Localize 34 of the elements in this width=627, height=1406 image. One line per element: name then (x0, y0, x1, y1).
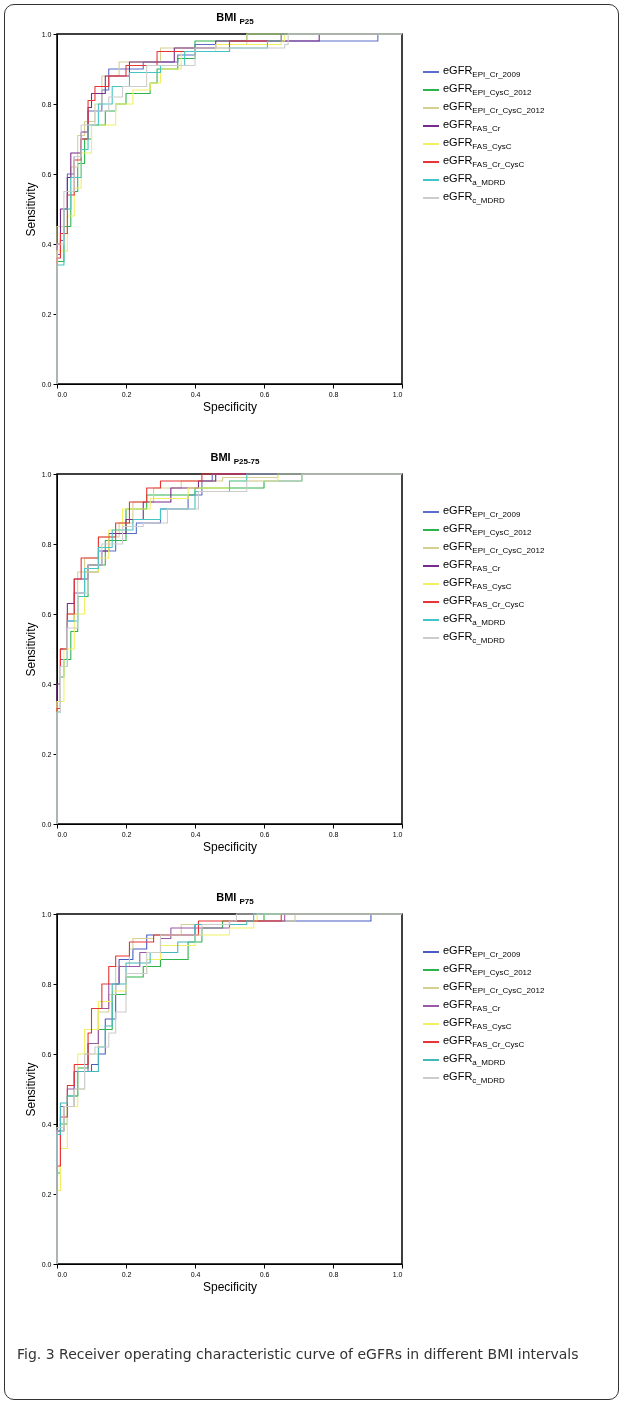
y-axis-title: Sensitivity (23, 182, 38, 237)
legend-label: eGFR$_{EPI_Cr_CysC_2012}$ (443, 100, 545, 116)
legend-label: eGFR$_{FAS_CysC}$ (443, 576, 512, 592)
y-axis-title: Sensitivity (23, 622, 38, 677)
legend-label: eGFR$_{a_MDRD}$ (443, 172, 506, 188)
y-axis-title: Sensitivity (23, 1062, 38, 1117)
legend-label: eGFR$_{FAS_Cr_CysC}$ (443, 594, 525, 610)
x-axis-title: Specificity (202, 839, 258, 854)
legend-label: eGFR$_{c_MDRD}$ (443, 1070, 505, 1086)
chart-title: BMI $_{P75}$ (215, 891, 255, 907)
legend-label: eGFR$_{EPI_Cr_2009}$ (443, 944, 521, 960)
legend-label: eGFR$_{a_MDRD}$ (443, 612, 506, 628)
chart-title: BMI $_{P25-75}$ (209, 451, 261, 467)
legend-label: eGFR$_{EPI_Cr_CysC_2012}$ (443, 540, 545, 556)
legend-label: eGFR$_{EPI_Cr_2009}$ (443, 64, 521, 80)
legend-label: eGFR$_{FAS_Cr}$ (443, 558, 501, 574)
caption: Fig. 3 Receiver operating characteristic curve of eGFRs in different BMI intervals (17, 1345, 580, 1364)
legend-label: eGFR$_{FAS_Cr}$ (443, 118, 501, 134)
legend-label: eGFR$_{EPI_Cr_CysC_2012}$ (443, 980, 545, 996)
x-axis-title: Specificity (202, 399, 258, 414)
legend-label: eGFR$_{EPI_Cr_2009}$ (443, 504, 521, 520)
chart-title: BMI $_{P25}$ (215, 11, 255, 27)
legend-label: eGFR$_{c_MDRD}$ (443, 190, 505, 206)
legend-label: eGFR$_{FAS_Cr}$ (443, 998, 501, 1014)
legend-label: eGFR$_{FAS_CysC}$ (443, 1016, 512, 1032)
legend-label: eGFR$_{c_MDRD}$ (443, 630, 505, 646)
legend-label: eGFR$_{FAS_Cr_CysC}$ (443, 1034, 525, 1050)
legend-label: eGFR$_{FAS_Cr_CysC}$ (443, 154, 525, 170)
legend-label: eGFR$_{EPI_CysC_2012}$ (443, 962, 532, 978)
legend-label: eGFR$_{EPI_CysC_2012}$ (443, 82, 532, 98)
legend-label: eGFR$_{EPI_CysC_2012}$ (443, 522, 532, 538)
x-axis-title: Specificity (202, 1279, 258, 1294)
legend-label: eGFR$_{FAS_CysC}$ (443, 136, 512, 152)
legend-label: eGFR$_{a_MDRD}$ (443, 1052, 506, 1068)
